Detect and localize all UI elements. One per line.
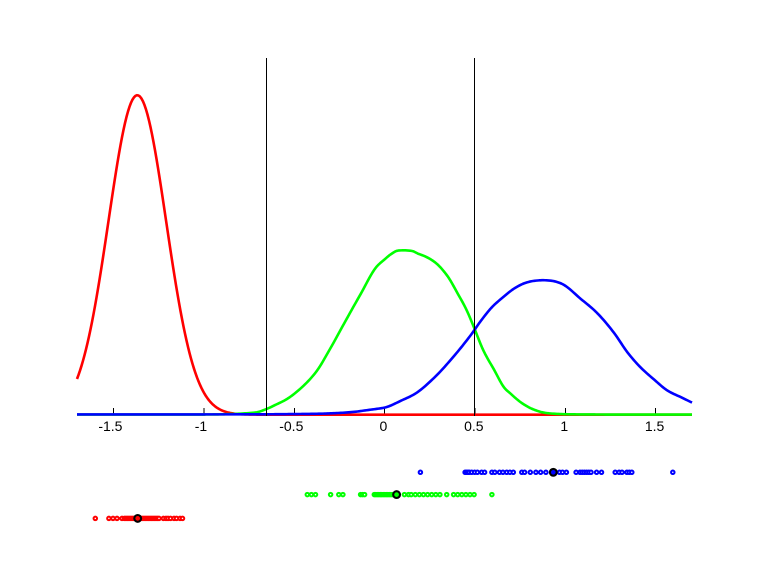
svg-text:0: 0 bbox=[380, 418, 388, 434]
svg-text:-0.5: -0.5 bbox=[279, 418, 303, 434]
svg-text:1: 1 bbox=[560, 418, 568, 434]
svg-text:0.5: 0.5 bbox=[464, 418, 484, 434]
svg-text:1.5: 1.5 bbox=[645, 418, 665, 434]
svg-text:-1: -1 bbox=[195, 418, 208, 434]
svg-text:-1.5: -1.5 bbox=[98, 418, 122, 434]
